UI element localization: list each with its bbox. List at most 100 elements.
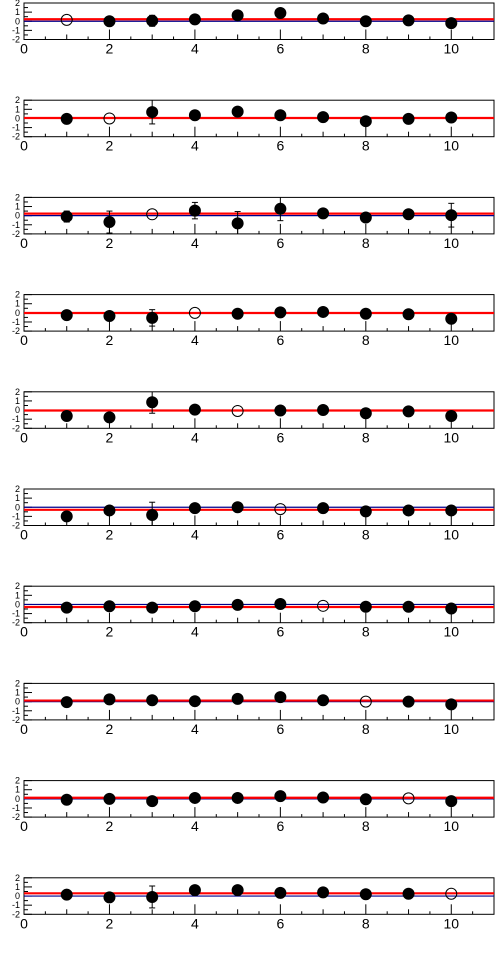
data-point [231,884,244,897]
open-data-point [146,208,159,221]
data-point [103,504,116,517]
data-point [60,210,73,223]
data-point [231,598,244,611]
y-tick-label: 2 [15,192,20,202]
data-point [103,693,116,706]
x-tick-label: 6 [276,527,284,543]
data-point [274,790,287,803]
data-point [402,14,415,27]
open-data-point [60,13,73,26]
data-point [146,509,159,522]
data-point [402,600,415,613]
y-tick-label: 0 [15,405,20,415]
data-point [274,597,287,610]
data-point [146,396,159,409]
data-point [359,600,372,613]
data-point [445,504,458,517]
data-point [274,306,287,319]
data-point [60,888,73,901]
x-tick-label: 4 [191,624,199,640]
data-point [402,112,415,125]
data-point [103,216,116,229]
x-tick-label: 0 [20,721,28,737]
x-tick-label: 4 [191,41,199,57]
y-tick-label: -1 [12,706,20,716]
y-tick-label: 1 [15,882,20,892]
x-tick-label: 10 [443,721,459,737]
data-point [146,795,159,808]
data-point [60,696,73,709]
data-point [402,405,415,418]
data-point [359,307,372,320]
x-tick-label: 2 [106,429,114,445]
data-point [445,698,458,711]
data-point [317,791,330,804]
x-tick-label: 8 [362,41,370,57]
x-tick-label: 2 [106,527,114,543]
data-point [402,504,415,517]
y-tick-label: 2 [15,484,20,494]
data-point [188,403,201,416]
data-point [317,207,330,220]
y-tick-label: 2 [15,776,20,786]
y-tick-label: 2 [15,290,20,300]
open-data-point [103,112,116,125]
data-point [103,891,116,904]
data-point [445,17,458,30]
data-point [231,501,244,514]
x-tick-label: 4 [191,138,199,154]
data-point [317,502,330,515]
data-point [359,505,372,518]
y-tick-label: 2 [15,873,20,883]
x-tick-label: 6 [276,915,284,931]
data-point [103,600,116,613]
data-point [274,886,287,899]
data-point [146,601,159,614]
x-tick-label: 4 [191,332,199,348]
data-point [188,791,201,804]
data-point [359,15,372,28]
data-point [274,202,287,215]
x-tick-label: 2 [106,332,114,348]
x-tick-label: 0 [20,332,28,348]
open-data-point [188,306,201,319]
data-point [103,792,116,805]
data-point [402,887,415,900]
y-tick-label: -2 [12,618,20,628]
y-tick-label: 0 [15,502,20,512]
data-point [402,308,415,321]
y-tick-label: 1 [15,202,20,212]
x-tick-label: 0 [20,138,28,154]
data-point [146,890,159,903]
y-tick-label: 0 [15,211,20,221]
x-tick-label: 0 [20,41,28,57]
x-tick-label: 4 [191,818,199,834]
y-tick-label: -2 [12,521,20,531]
y-tick-label: 2 [15,581,20,591]
open-data-point [359,695,372,708]
x-tick-label: 4 [191,527,199,543]
x-tick-label: 6 [276,429,284,445]
data-point [188,109,201,122]
data-point [274,404,287,417]
data-point [60,793,73,806]
data-point [231,791,244,804]
x-tick-label: 6 [276,41,284,57]
data-point [317,12,330,25]
data-point [231,307,244,320]
data-point [274,109,287,122]
data-point [274,691,287,704]
y-tick-label: -1 [12,511,20,521]
y-tick-label: 2 [15,95,20,105]
x-tick-label: 10 [443,138,459,154]
x-tick-label: 4 [191,721,199,737]
data-point [188,204,201,217]
x-tick-label: 6 [276,235,284,251]
y-tick-label: -1 [12,25,20,35]
x-tick-label: 8 [362,915,370,931]
data-point [146,106,159,119]
y-tick-label: -1 [12,803,20,813]
